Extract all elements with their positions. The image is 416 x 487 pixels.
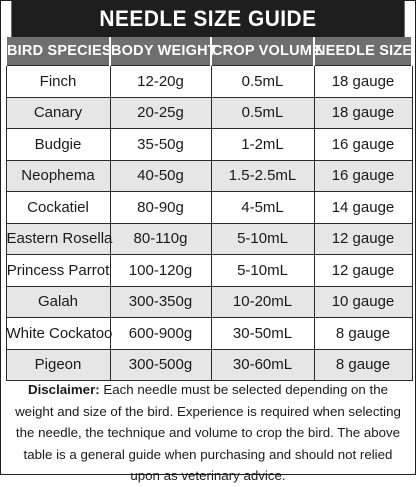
crop-volume-cell: 5-10mL bbox=[210, 222, 315, 255]
table-body: Finch 12-20g 0.5mL 18 gauge Canary 20-25g 0.5m… bbox=[5, 65, 413, 381]
body-weight-cell: 80-90g bbox=[109, 191, 212, 224]
bird-species-cell: Finch bbox=[5, 65, 111, 98]
needle-size-cell: 18 gauge bbox=[313, 65, 413, 98]
disclaimer-text: Each needle must be selected depending o… bbox=[15, 382, 401, 483]
disclaimer-label: Disclaimer: bbox=[27, 382, 100, 397]
body-weight-cell: 12-20g bbox=[109, 65, 212, 98]
crop-volume-cell: 0.5mL bbox=[210, 96, 315, 129]
column-header-needle-size: NEEDLE SIZE bbox=[313, 37, 413, 66]
body-weight-cell: 20-25g bbox=[109, 96, 212, 129]
crop-volume-cell: 5-10mL bbox=[210, 254, 315, 287]
bird-species-cell: Eastern Rosella bbox=[5, 222, 112, 255]
table-row: Canary 20-25g 0.5mL 18 gauge bbox=[5, 96, 413, 129]
needle-size-cell: 16 gauge bbox=[313, 128, 413, 161]
body-weight-cell: 40-50g bbox=[109, 159, 212, 192]
needle-size-cell: 12 gauge bbox=[313, 222, 413, 255]
table-row: Neophema 40-50g 1.5-2.5mL 16 gauge bbox=[5, 159, 413, 192]
bird-species-cell: Budgie bbox=[5, 128, 111, 161]
crop-volume-cell: 1.5-2.5mL bbox=[210, 159, 315, 192]
crop-volume-cell: 30-50mL bbox=[210, 317, 315, 350]
table-row: Galah 300-350g 10-20mL 10 gauge bbox=[5, 285, 413, 318]
table-row: Cockatiel 80-90g 4-5mL 14 gauge bbox=[5, 191, 413, 224]
crop-volume-cell: 1-2mL bbox=[210, 128, 315, 161]
body-weight-cell: 600-900g bbox=[109, 317, 212, 350]
table-row: Pigeon 300-500g 30-60mL 8 gauge bbox=[5, 348, 413, 381]
needle-size-cell: 16 gauge bbox=[313, 159, 413, 192]
body-weight-cell: 300-350g bbox=[109, 285, 212, 318]
table-header-row: BIRD SPECIES BODY WEIGHT CROP VOLUME NEE… bbox=[5, 37, 413, 66]
table-row: Finch 12-20g 0.5mL 18 gauge bbox=[5, 65, 413, 98]
body-weight-cell: 100-120g bbox=[109, 254, 212, 287]
bird-species-cell: Cockatiel bbox=[5, 191, 111, 224]
bird-species-cell: Neophema bbox=[5, 159, 111, 192]
bird-species-cell: Canary bbox=[5, 96, 111, 129]
table-row: Princess Parrot 100-120g 5-10mL 12 gauge bbox=[5, 254, 413, 287]
column-header-crop-volume: CROP VOLUME bbox=[210, 37, 322, 66]
table-row: Budgie 35-50g 1-2mL 16 gauge bbox=[5, 128, 413, 161]
crop-volume-cell: 10-20mL bbox=[210, 285, 315, 318]
needle-size-cell: 18 gauge bbox=[313, 96, 413, 129]
column-header-bird-species: BIRD SPECIES bbox=[5, 37, 112, 66]
bird-species-cell: Pigeon bbox=[5, 348, 111, 381]
crop-volume-cell: 30-60mL bbox=[210, 348, 315, 381]
body-weight-cell: 80-110g bbox=[109, 222, 212, 255]
crop-volume-cell: 0.5mL bbox=[210, 65, 315, 98]
crop-volume-cell: 4-5mL bbox=[210, 191, 315, 224]
body-weight-cell: 300-500g bbox=[109, 348, 212, 381]
column-header-body-weight: BODY WEIGHT bbox=[109, 37, 217, 66]
page-title: NEEDLE SIZE GUIDE bbox=[11, 1, 405, 37]
needle-size-table: BIRD SPECIES BODY WEIGHT CROP VOLUME NEE… bbox=[5, 37, 413, 381]
table-row: Eastern Rosella 80-110g 5-10mL 12 gauge bbox=[5, 222, 413, 255]
bird-species-cell: White Cockatoo bbox=[5, 317, 112, 350]
needle-size-cell: 10 gauge bbox=[313, 285, 413, 318]
disclaimer: Disclaimer: Each needle must be selected… bbox=[9, 379, 407, 487]
table-row: White Cockatoo 600-900g 30-50mL 8 gauge bbox=[5, 317, 413, 350]
bird-species-cell: Galah bbox=[5, 285, 111, 318]
needle-size-cell: 8 gauge bbox=[313, 317, 413, 350]
needle-size-cell: 14 gauge bbox=[313, 191, 413, 224]
needle-size-cell: 8 gauge bbox=[313, 348, 413, 381]
bird-species-cell: Princess Parrot bbox=[5, 254, 111, 287]
body-weight-cell: 35-50g bbox=[109, 128, 212, 161]
needle-size-cell: 12 gauge bbox=[313, 254, 413, 287]
